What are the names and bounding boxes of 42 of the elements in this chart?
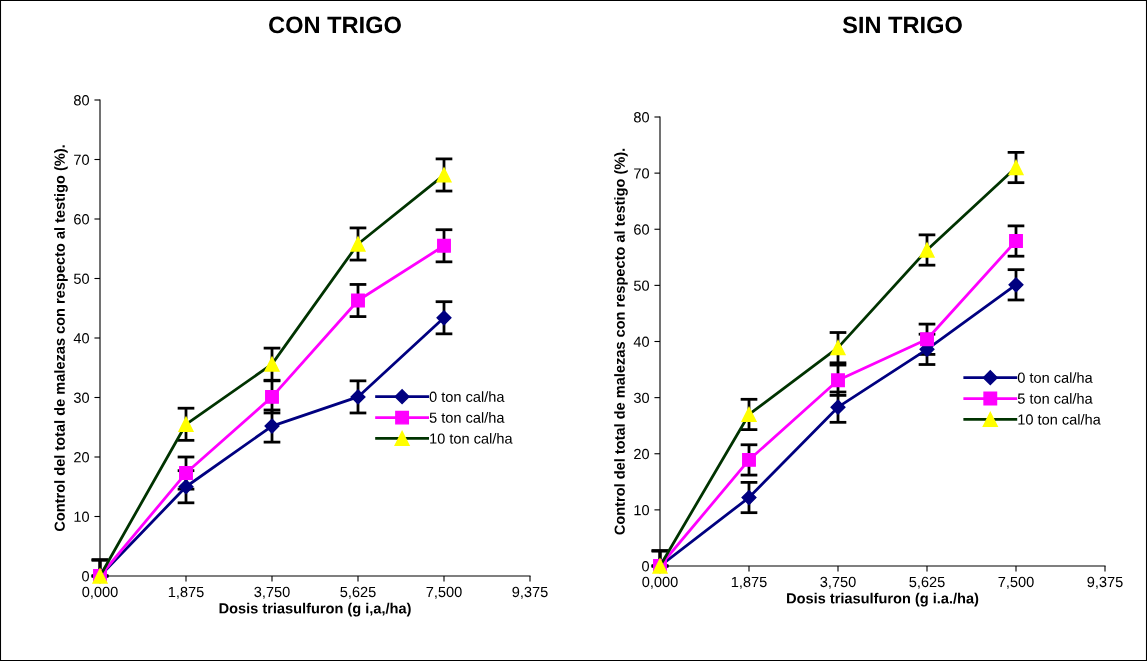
- y-tick-label: 70: [74, 154, 90, 165]
- x-tick-label: 1,875: [168, 586, 204, 599]
- x-tick-label: 9,375: [1087, 576, 1123, 589]
- x-tick-label: 0,000: [642, 576, 678, 589]
- y-tick-label: 60: [74, 214, 90, 225]
- y-tick-label: 50: [633, 280, 650, 291]
- legend-label: 10 ton cal/ha: [1018, 413, 1101, 425]
- y-tick-label: 50: [73, 273, 90, 284]
- legend-label: 5 ton cal/ha: [429, 412, 505, 423]
- y-tick-label: 10: [634, 504, 650, 516]
- x-tick-label: 9,375: [512, 586, 548, 599]
- y-tick-label: 30: [73, 392, 90, 403]
- y-tick-label: 80: [634, 112, 650, 123]
- y-tick-label: 40: [73, 333, 90, 344]
- x-tick-label: 7,500: [426, 586, 462, 599]
- x-tick-label: 5,625: [909, 576, 945, 589]
- y-tick-label: 30: [633, 392, 650, 404]
- legend-label: 0 ton cal/ha: [1017, 372, 1093, 383]
- y-axis-title: Control del total de malezas con respecto al testigo (%).: [54, 145, 68, 532]
- y-tick-label: 0: [642, 561, 650, 572]
- chart-title: CON TRIGO: [269, 16, 401, 34]
- x-tick-label: 1,875: [731, 576, 767, 589]
- x-tick-label: 7,500: [998, 576, 1034, 589]
- y-tick-label: 20: [634, 448, 650, 460]
- x-tick-label: 5,625: [340, 586, 376, 599]
- y-tick-label: 70: [634, 168, 650, 179]
- legend-label: 10 ton cal/ha: [430, 433, 513, 444]
- y-tick-label: 0: [82, 571, 90, 582]
- x-axis-title: Dosis triasulfuron (g i.a./ha): [787, 592, 979, 607]
- y-tick-label: 40: [633, 336, 650, 347]
- x-tick-label: 3,750: [820, 576, 856, 589]
- y-axis-title: Control del total de malezas con respecto al testigo (%).: [614, 148, 628, 535]
- chart-title: SIN TRIGO: [842, 16, 962, 34]
- x-tick-label: 3,750: [254, 586, 290, 599]
- y-tick-label: 10: [74, 511, 90, 522]
- y-tick-label: 80: [74, 95, 90, 106]
- x-tick-label: 0,000: [82, 586, 118, 599]
- legend-label: 0 ton cal/ha: [429, 391, 505, 402]
- legend-label: 5 ton cal/ha: [1017, 393, 1093, 404]
- y-tick-label: 60: [634, 224, 650, 235]
- y-tick-label: 20: [74, 452, 90, 463]
- x-axis-title: Dosis triasulfuron (g i,a,/ha): [219, 602, 411, 617]
